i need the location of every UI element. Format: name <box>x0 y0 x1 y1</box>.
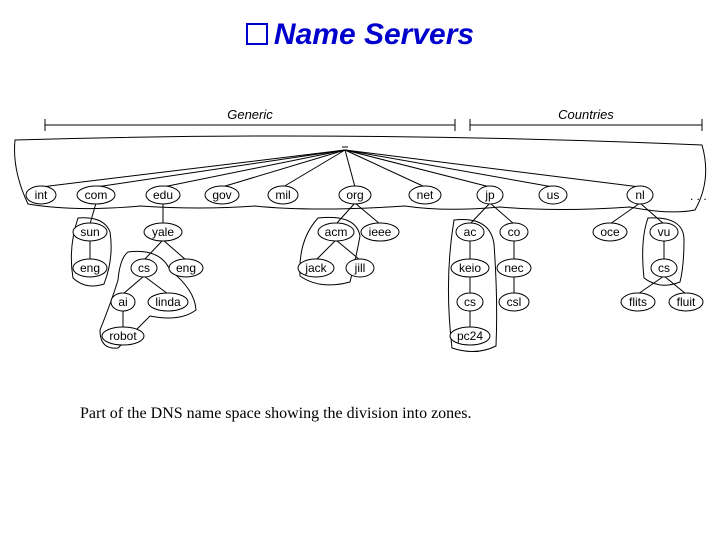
node-cs3: cs <box>651 259 677 277</box>
node-keio: keio <box>451 259 489 277</box>
node-net: net <box>409 186 441 204</box>
svg-text:flits: flits <box>629 295 647 309</box>
svg-text:oce: oce <box>600 225 620 239</box>
svg-text:Generic: Generic <box>227 107 273 122</box>
node-csl: csl <box>499 293 529 311</box>
node-ai: ai <box>111 293 135 311</box>
svg-text:cs: cs <box>658 261 670 275</box>
svg-text:net: net <box>417 188 434 202</box>
node-org: org <box>339 186 371 204</box>
svg-text:ac: ac <box>464 225 477 239</box>
node-ac: ac <box>456 223 484 241</box>
caption-text: Part of the DNS name space showing the d… <box>80 405 472 423</box>
svg-text:cs: cs <box>464 295 476 309</box>
node-int: int <box>26 186 56 204</box>
svg-text:jp: jp <box>484 188 495 202</box>
node-mil: mil <box>268 186 298 204</box>
node-nl: nl <box>627 186 653 204</box>
svg-text:csl: csl <box>507 295 522 309</box>
node-ieee: ieee <box>361 223 399 241</box>
node-co: co <box>500 223 528 241</box>
svg-text:co: co <box>508 225 521 239</box>
svg-text:nec: nec <box>504 261 523 275</box>
svg-text:nl: nl <box>635 188 644 202</box>
node-eng2: eng <box>169 259 203 277</box>
svg-text:edu: edu <box>153 188 173 202</box>
svg-text:fluit: fluit <box>677 295 696 309</box>
node-flits: flits <box>621 293 655 311</box>
svg-text:com: com <box>85 188 108 202</box>
svg-text:keio: keio <box>459 261 481 275</box>
node-sun: sun <box>73 223 107 241</box>
node-fluit: fluit <box>669 293 703 311</box>
node-yale: yale <box>144 223 182 241</box>
node-jill: jill <box>346 259 374 277</box>
node-cs1: cs <box>131 259 157 277</box>
node-com: com <box>77 186 115 204</box>
svg-text:jack: jack <box>304 261 327 275</box>
svg-text:int: int <box>35 188 48 202</box>
svg-text:ai: ai <box>118 295 127 309</box>
svg-text:sun: sun <box>80 225 99 239</box>
node-edu: edu <box>146 186 180 204</box>
node-eng1: eng <box>73 259 107 277</box>
svg-text:linda: linda <box>155 295 181 309</box>
node-robot: robot <box>102 327 144 345</box>
svg-text:gov: gov <box>212 188 231 202</box>
svg-text:robot: robot <box>109 329 137 343</box>
svg-text:. . .: . . . <box>690 189 707 203</box>
svg-text:vu: vu <box>658 225 671 239</box>
svg-text:jill: jill <box>354 261 366 275</box>
node-nec: nec <box>497 259 531 277</box>
svg-text:yale: yale <box>152 225 174 239</box>
node-pc24: pc24 <box>450 327 490 345</box>
svg-text:us: us <box>547 188 560 202</box>
node-us: us <box>539 186 567 204</box>
svg-text:ieee: ieee <box>369 225 392 239</box>
svg-text:org: org <box>346 188 363 202</box>
dns-tree-diagram: GenericCountriesGenericCountriesintcomed… <box>0 0 720 540</box>
svg-text:mil: mil <box>275 188 290 202</box>
svg-text:cs: cs <box>138 261 150 275</box>
node-oce: oce <box>593 223 627 241</box>
node-vu: vu <box>650 223 678 241</box>
node-acm: acm <box>318 223 354 241</box>
node-jp: jp <box>477 186 503 204</box>
node-cs2: cs <box>457 293 483 311</box>
svg-text:pc24: pc24 <box>457 329 483 343</box>
node-jack: jack <box>298 259 334 277</box>
node-gov: gov <box>205 186 239 204</box>
node-linda: linda <box>148 293 188 311</box>
svg-text:Countries: Countries <box>558 107 614 122</box>
svg-text:acm: acm <box>325 225 348 239</box>
svg-text:eng: eng <box>176 261 196 275</box>
svg-text:eng: eng <box>80 261 100 275</box>
